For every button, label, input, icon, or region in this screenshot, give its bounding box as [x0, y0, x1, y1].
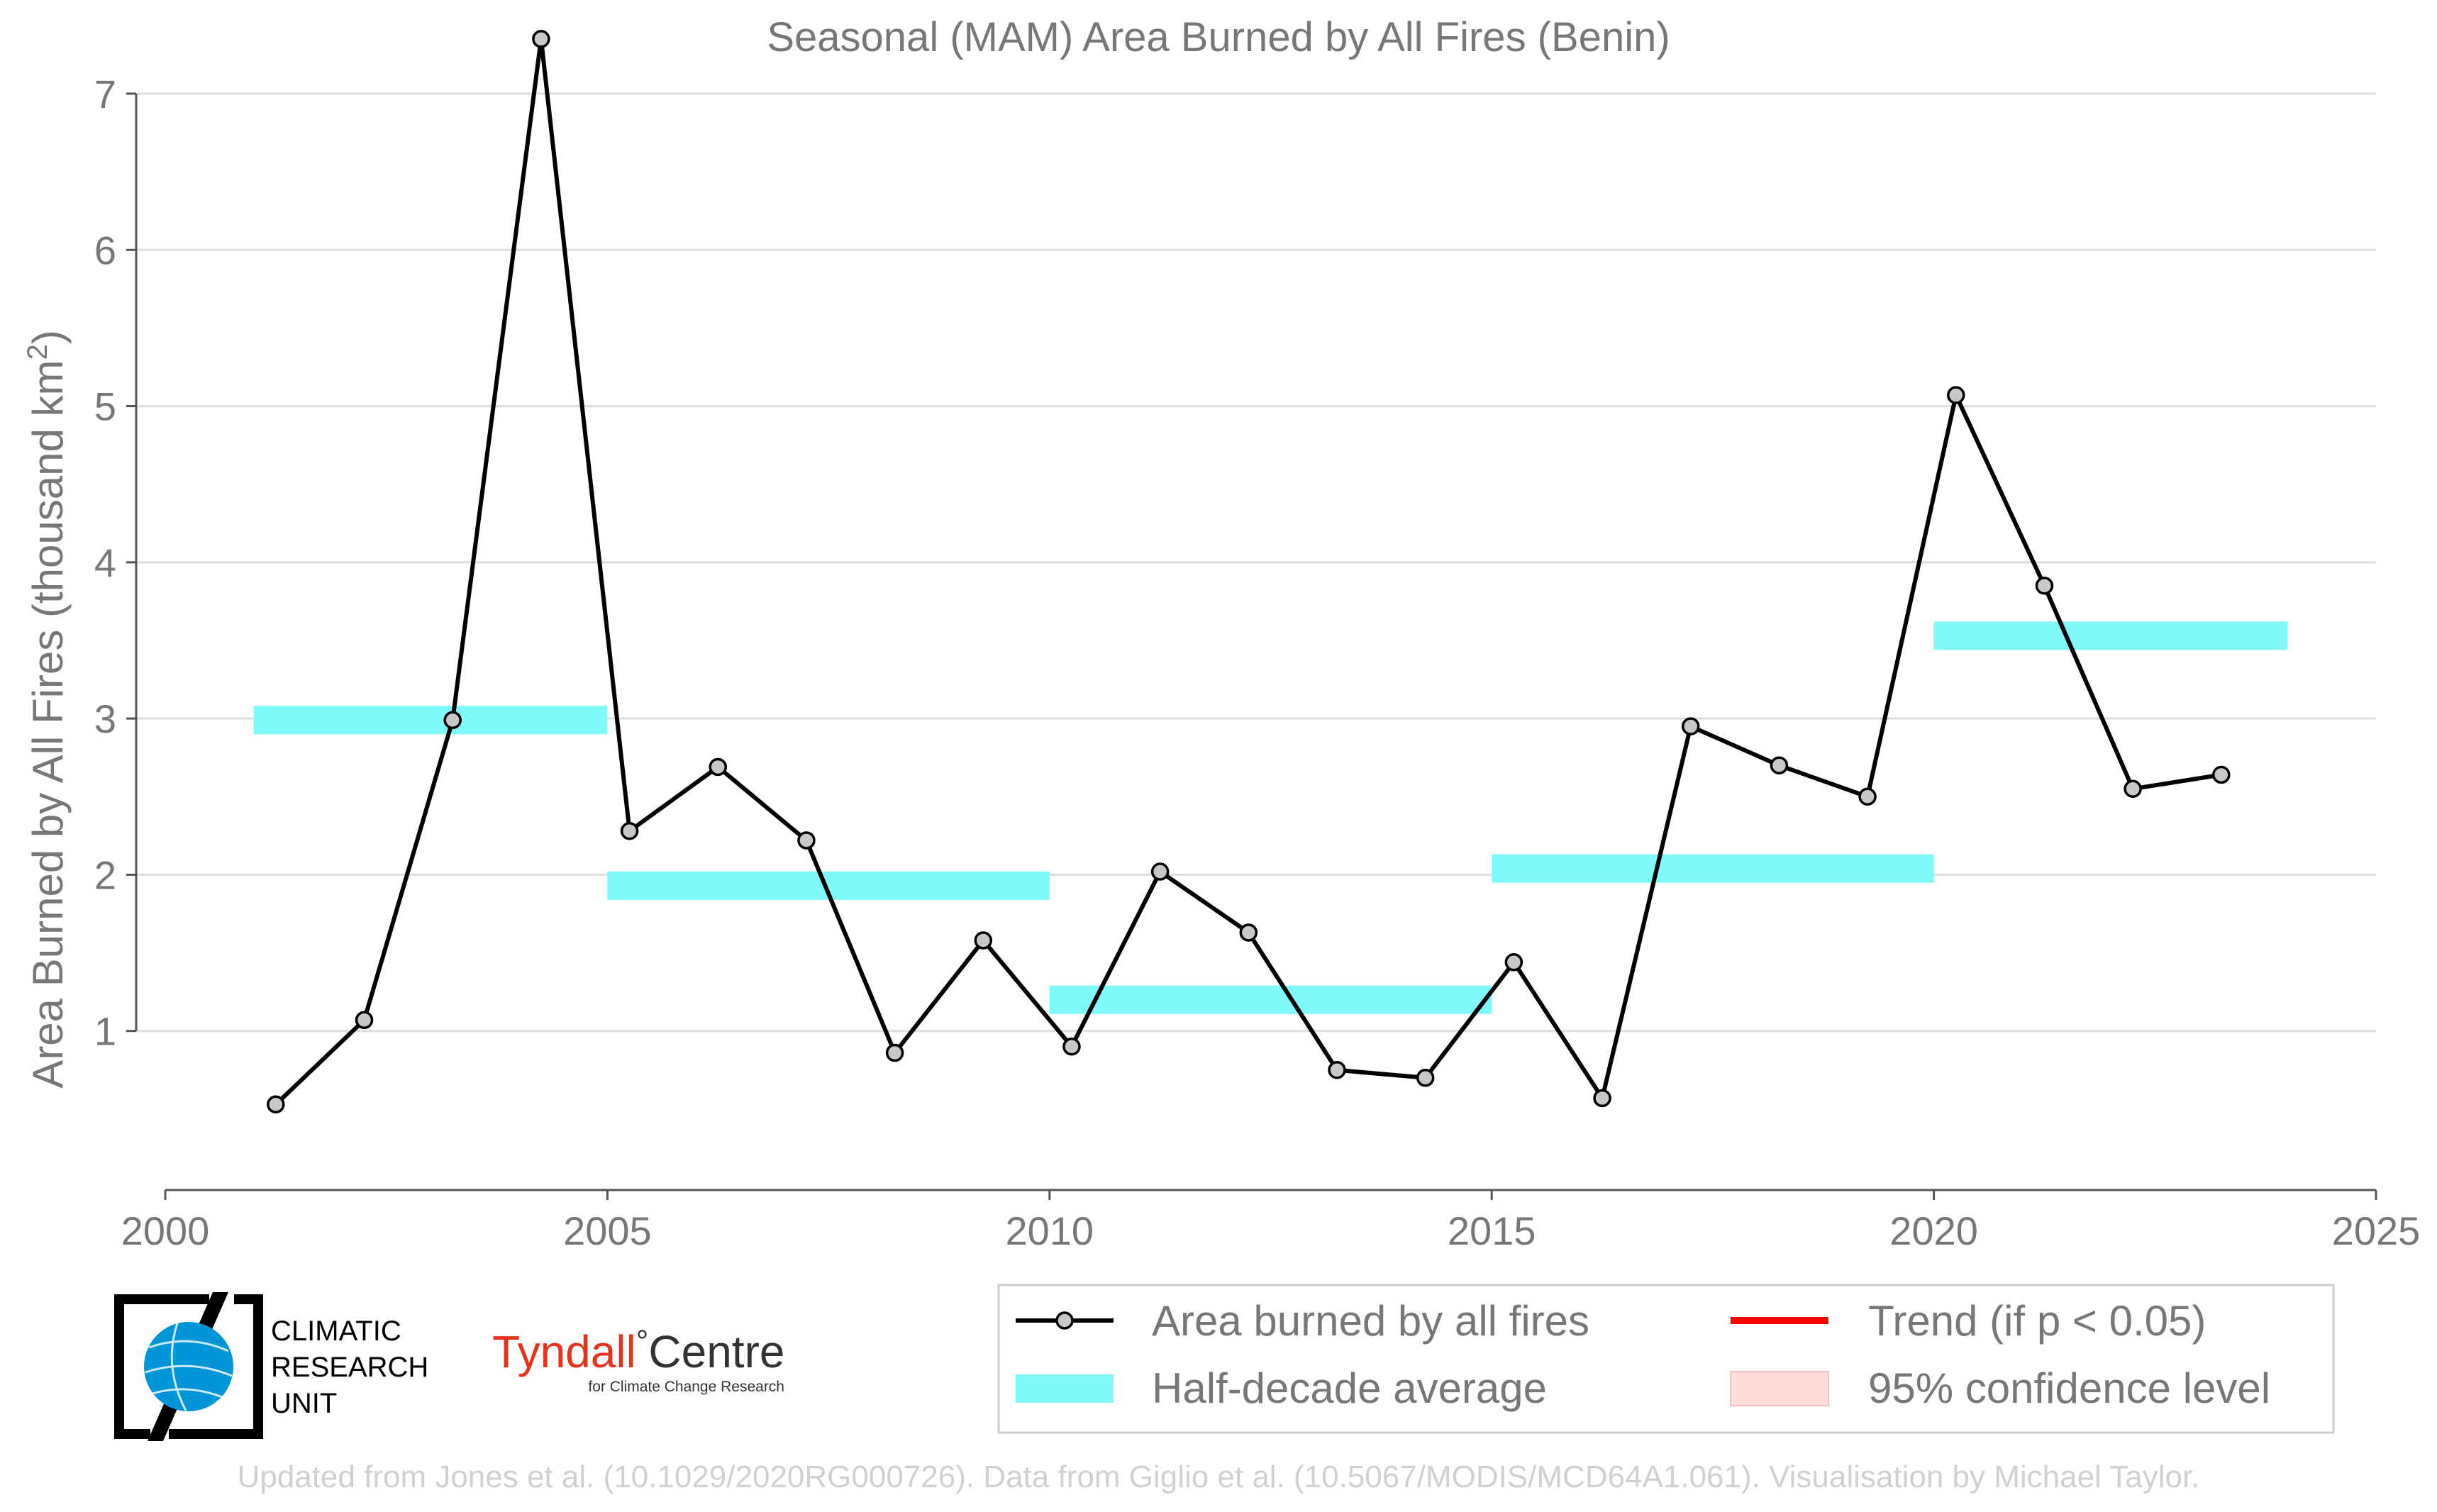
- data-point: [443, 711, 462, 730]
- globe-lines: [145, 1323, 233, 1411]
- legend-label-confidence: 95% confidence level: [1868, 1364, 2270, 1412]
- x-tick-label: 2000: [121, 1208, 210, 1253]
- y-tick-label: 2: [94, 852, 116, 897]
- data-point: [1062, 1037, 1081, 1056]
- x-tick-label: 2015: [1448, 1208, 1536, 1253]
- half-decade-bar: [253, 706, 608, 735]
- data-point: [1328, 1061, 1346, 1079]
- tyndall-logo-title: Tyndall°Centre: [492, 1324, 784, 1377]
- data-point: [1593, 1089, 1611, 1108]
- legend-confidence-swatch: [1730, 1371, 1829, 1406]
- legend-label-trend: Trend (if p < 0.05): [1868, 1297, 2206, 1345]
- data-point: [709, 757, 727, 777]
- legend-label-area-burned: Area burned by all fires: [1152, 1297, 1589, 1345]
- half-decade-bars: [253, 621, 2288, 1014]
- y-tick-label: 3: [94, 696, 116, 741]
- cru-logo-line-1: CLIMATIC: [271, 1316, 401, 1347]
- data-point: [1416, 1069, 1435, 1087]
- half-decade-bar: [1492, 854, 1934, 883]
- data-point: [1681, 717, 1700, 735]
- legend-marker-symbol: [1055, 1311, 1074, 1330]
- data-point: [1150, 862, 1170, 881]
- data-point: [620, 822, 639, 840]
- x-tick-label: 2010: [1006, 1208, 1094, 1253]
- cru-logo-frame: [114, 1294, 263, 1439]
- data-point: [2124, 779, 2142, 799]
- half-decade-bar: [1933, 621, 2288, 650]
- tyndall-logo-subtitle: for Climate Change Research: [588, 1379, 784, 1395]
- y-ticks: 1 2 3 4 5 6 7: [94, 72, 136, 1054]
- data-point: [1504, 953, 1523, 972]
- data-point: [1858, 787, 1877, 806]
- y-tick-label: 4: [94, 540, 116, 585]
- data-point: [2212, 765, 2231, 784]
- y-tick-label: 1: [94, 1009, 116, 1054]
- x-ticks: 2000 2005 2010 2015 2020 2025: [121, 1190, 2421, 1253]
- data-point: [1770, 756, 1789, 774]
- y-tick-label: 5: [94, 384, 116, 429]
- data-point: [355, 1011, 374, 1030]
- y-tick-label: 6: [94, 228, 116, 272]
- y-tick-label: 7: [94, 72, 116, 116]
- series-line-area-burned: [274, 36, 2222, 1106]
- data-point: [267, 1095, 285, 1114]
- data-point: [532, 30, 550, 48]
- cru-logo: CLIMATIC RESEARCH UNIT: [114, 1292, 428, 1441]
- x-tick-label: 2005: [563, 1208, 652, 1253]
- tyndall-logo: Tyndall°Centre for Climate Change Resear…: [492, 1324, 784, 1395]
- cru-logo-line-3: UNIT: [271, 1388, 337, 1419]
- data-point: [1947, 386, 1965, 404]
- half-decade-bar: [1049, 985, 1492, 1014]
- chart-title: Seasonal (MAM) Area Burned by All Fires …: [767, 14, 1670, 60]
- x-tick-label: 2025: [2332, 1208, 2421, 1253]
- x-tick-label: 2020: [1889, 1208, 1978, 1253]
- series-markers: [267, 30, 2231, 1114]
- credit-text: Updated from Jones et al. (10.1029/2020R…: [238, 1460, 2200, 1494]
- data-point: [885, 1043, 904, 1062]
- legend-half-decade-swatch: [1016, 1374, 1114, 1403]
- cru-logo-line-2: RESEARCH: [271, 1352, 428, 1383]
- data-point: [797, 831, 816, 850]
- data-point: [1239, 923, 1258, 942]
- legend-label-half-decade: Half-decade average: [1152, 1364, 1547, 1412]
- legend-frame: [997, 1284, 2335, 1434]
- legend: Area burned by all fires Half-decade ave…: [997, 1284, 2335, 1434]
- data-point: [2035, 577, 2054, 595]
- data-point: [974, 931, 993, 950]
- y-axis-label: Area Burned by All Fires (thousand km2): [22, 330, 72, 1088]
